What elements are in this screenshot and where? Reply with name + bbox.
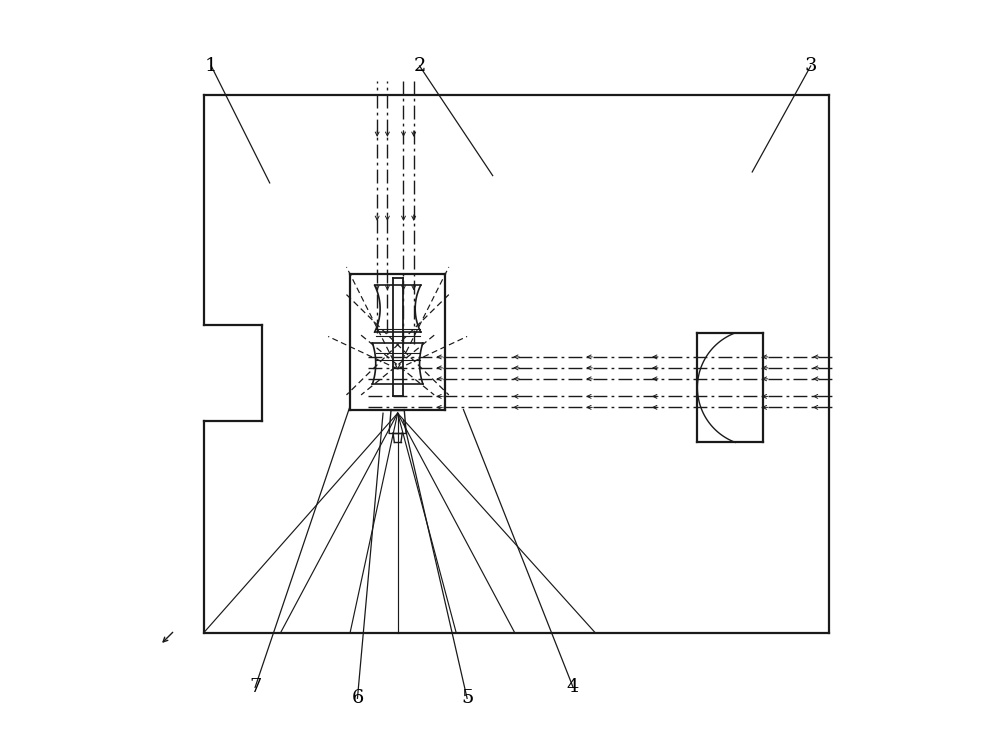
Text: 6: 6 (351, 689, 364, 707)
Text: 4: 4 (567, 678, 579, 696)
Text: 7: 7 (249, 678, 261, 696)
Text: 5: 5 (461, 689, 473, 707)
Text: 2: 2 (413, 57, 426, 75)
Text: 3: 3 (804, 57, 817, 75)
Text: 1: 1 (205, 57, 217, 75)
